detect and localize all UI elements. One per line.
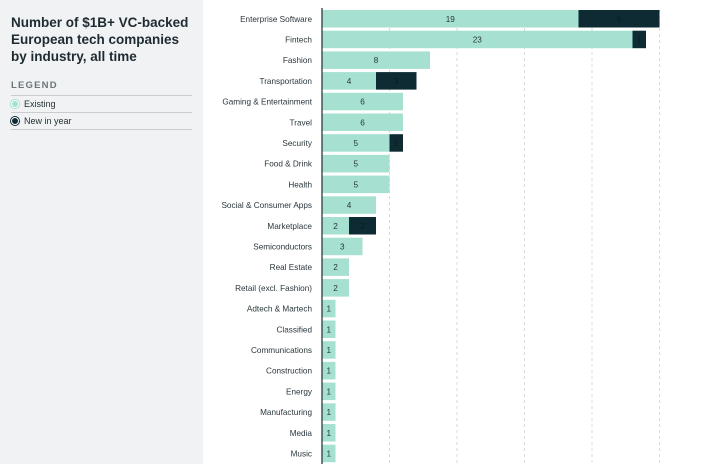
bar-new-in-year	[349, 217, 376, 235]
category-label: Real Estate	[270, 263, 313, 272]
bar-value-existing: 5	[353, 180, 358, 189]
category-label: Social & Consumer Apps	[221, 201, 312, 210]
bar-value-existing: 6	[360, 98, 365, 107]
bar-existing	[322, 113, 403, 131]
legend: LEGEND Existing New in year	[11, 80, 192, 130]
bar-existing	[322, 320, 336, 338]
bar-value-existing: 2	[333, 222, 338, 231]
bar-new-in-year	[578, 10, 660, 28]
category-label: Energy	[286, 387, 313, 396]
bar-value-existing: 1	[326, 449, 331, 458]
category-label: Semiconductors	[253, 242, 312, 251]
category-label: Travel	[290, 118, 313, 127]
existing-dot-icon	[11, 100, 19, 108]
bar-existing	[322, 30, 633, 49]
bar-value-existing: 2	[333, 263, 338, 272]
bar-existing	[322, 382, 336, 401]
bar-value-new-in-year: 1	[394, 139, 399, 148]
bar-existing	[322, 175, 390, 194]
bar-existing	[322, 72, 376, 90]
legend-item-existing[interactable]: Existing	[11, 96, 192, 113]
bar-value-existing: 2	[333, 284, 338, 293]
category-label: Transportation	[260, 77, 313, 86]
bar-value-new-in-year: 3	[394, 77, 399, 86]
category-label: Fintech	[285, 35, 312, 44]
legend-label-existing: Existing	[24, 99, 56, 109]
bar-value-existing: 4	[347, 77, 352, 86]
category-label: Marketplace	[267, 222, 312, 231]
bar-value-existing: 8	[374, 56, 379, 65]
category-label: Music	[291, 449, 312, 458]
bar-value-new-in-year: 6	[617, 15, 622, 24]
bar-value-existing: 6	[360, 118, 365, 127]
bar-existing	[322, 444, 336, 463]
bar-value-existing: 23	[473, 35, 483, 44]
new-in-year-dot-icon	[11, 117, 19, 125]
bar-existing	[322, 403, 336, 421]
bar-value-existing: 3	[340, 242, 345, 251]
category-label: Communications	[251, 346, 312, 355]
bar-value-existing: 1	[326, 429, 331, 438]
bar-value-existing: 1	[326, 387, 331, 396]
bar-existing	[322, 10, 579, 28]
category-label: Fashion	[283, 56, 313, 65]
bar-existing	[322, 299, 336, 318]
chart-title: Number of $1B+ VC-backed European tech c…	[11, 15, 189, 64]
bar-value-existing: 1	[326, 367, 331, 376]
bar-value-existing: 5	[353, 139, 358, 148]
bar-value-existing: 1	[326, 305, 331, 314]
bar-existing	[322, 92, 403, 111]
category-label: Adtech & Martech	[247, 305, 313, 314]
category-label: Manufacturing	[260, 408, 312, 417]
bar-existing	[322, 51, 430, 69]
bar-value-existing: 5	[353, 160, 358, 169]
bar-value-existing: 19	[446, 15, 456, 24]
legend-title: LEGEND	[11, 80, 192, 96]
bar-existing	[322, 217, 349, 235]
bar-value-new-in-year: 2	[360, 222, 365, 231]
bar-value-existing: 1	[326, 325, 331, 334]
bar-new-in-year	[376, 72, 417, 90]
bar-new-in-year	[632, 30, 646, 49]
bar-existing	[322, 196, 376, 214]
legend-item-new-in-year[interactable]: New in year	[11, 113, 192, 130]
category-label: Enterprise Software	[240, 15, 312, 24]
bar-existing	[322, 237, 363, 256]
bar-value-existing: 1	[326, 346, 331, 355]
bar-value-existing: 1	[326, 408, 331, 417]
sidebar: Number of $1B+ VC-backed European tech c…	[0, 0, 203, 464]
category-label: Media	[290, 429, 313, 438]
bar-existing	[322, 154, 390, 173]
bar-new-in-year	[389, 134, 403, 152]
category-label: Security	[282, 139, 312, 148]
bar-existing	[322, 279, 349, 297]
bar-existing	[322, 134, 390, 152]
category-label: Classified	[277, 325, 313, 334]
category-label: Health	[288, 180, 312, 189]
bar-existing	[322, 361, 336, 380]
category-label: Food & Drink	[264, 160, 313, 169]
category-label: Construction	[266, 367, 312, 376]
bar-value-new-in-year: 1	[637, 35, 642, 44]
bar-value-existing: 4	[347, 201, 352, 210]
category-label: Gaming & Entertainment	[222, 98, 312, 107]
bar-existing	[322, 424, 336, 442]
legend-label-new-in-year: New in year	[24, 116, 72, 126]
category-label: Retail (excl. Fashion)	[235, 284, 312, 293]
bar-existing	[322, 341, 336, 359]
bar-existing	[322, 258, 349, 276]
